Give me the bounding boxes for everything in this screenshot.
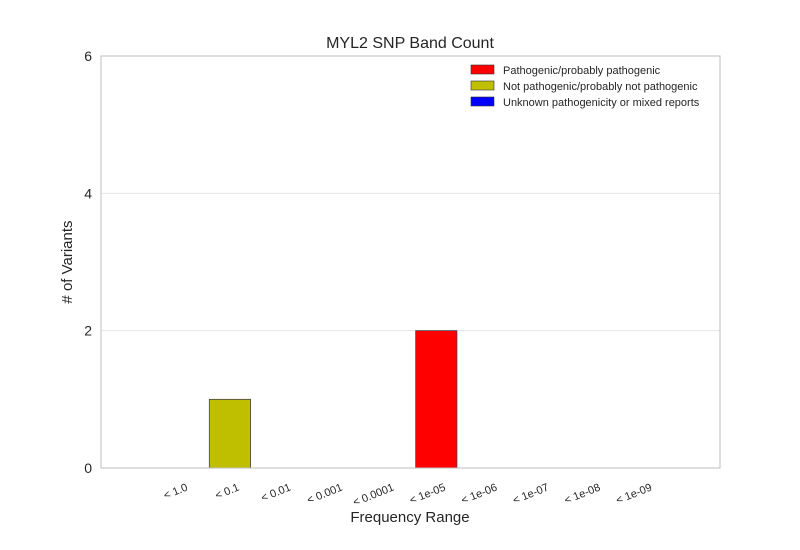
x-tick-label: < 1e-09 [614, 482, 653, 507]
y-axis-label: # of Variants [59, 220, 76, 303]
y-tick-label: 0 [84, 460, 92, 476]
x-tick-label: < 0.1 [214, 482, 241, 502]
x-tick-label: < 0.0001 [351, 482, 395, 509]
legend-swatch [470, 64, 495, 75]
bar [415, 330, 458, 469]
x-tick-label: < 1e-08 [563, 482, 602, 507]
x-tick-label: < 1e-07 [511, 482, 550, 507]
bar [208, 398, 251, 469]
legend-label: Unknown pathogenicity or mixed reports [503, 97, 700, 109]
x-tick-labels: < 1.0 < 0.1 < 0.01 < 0.001 < 0.0001 < 1e-05 < … [162, 482, 654, 509]
y-tick-labels: 0 2 4 6 [84, 48, 92, 476]
legend-swatch [470, 96, 495, 107]
x-tick-label: < 0.001 [305, 482, 344, 507]
legend: Pathogenic/probably pathogenic Not pathog… [470, 64, 700, 109]
x-tick-label: < 1.0 [162, 482, 189, 502]
legend-swatch [470, 80, 495, 91]
plot-area [100, 55, 721, 469]
x-tick-label: < 0.01 [260, 482, 293, 505]
legend-label: Not pathogenic/probably not pathogenic [503, 81, 698, 93]
x-axis-label: Frequency Range [350, 509, 469, 526]
grid-lines [101, 55, 720, 469]
y-tick-label: 4 [84, 185, 92, 201]
y-tick-label: 6 [84, 48, 92, 64]
chart-title: MYL2 SNP Band Count [326, 35, 494, 52]
x-tick-label: < 1e-05 [408, 482, 447, 507]
y-tick-label: 2 [84, 323, 92, 339]
bars [157, 330, 664, 469]
legend-label: Pathogenic/probably pathogenic [503, 65, 661, 77]
x-tick-label: < 1e-06 [460, 482, 499, 507]
